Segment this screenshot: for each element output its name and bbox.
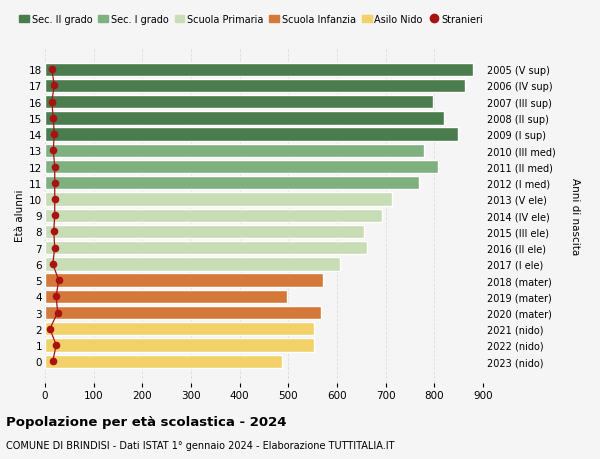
Bar (45, 355, 282, 368)
Bar (45, 257, 340, 271)
Legend: Sec. II grado, Sec. I grado, Scuola Primaria, Scuola Infanzia, Asilo Nido, Stran: Sec. II grado, Sec. I grado, Scuola Prim… (19, 15, 483, 24)
Bar (45, 290, 287, 303)
Y-axis label: Età alunni: Età alunni (15, 190, 25, 242)
Bar (45, 161, 438, 174)
Bar (45, 63, 473, 77)
Bar (45, 322, 314, 336)
Text: Popolazione per età scolastica - 2024: Popolazione per età scolastica - 2024 (6, 415, 287, 428)
Text: COMUNE DI BRINDISI - Dati ISTAT 1° gennaio 2024 - Elaborazione TUTTITALIA.IT: COMUNE DI BRINDISI - Dati ISTAT 1° genna… (6, 440, 395, 450)
Bar (45, 96, 433, 109)
Bar (45, 144, 424, 157)
Bar (45, 339, 314, 352)
Bar (45, 112, 444, 125)
Bar (45, 193, 392, 206)
Bar (45, 306, 322, 319)
Bar (45, 241, 367, 255)
Bar (45, 177, 419, 190)
Bar (45, 209, 382, 222)
Y-axis label: Anni di nascita: Anni di nascita (570, 177, 580, 254)
Bar (45, 274, 323, 287)
Bar (45, 225, 364, 239)
Bar (45, 79, 464, 93)
Bar (45, 128, 458, 141)
